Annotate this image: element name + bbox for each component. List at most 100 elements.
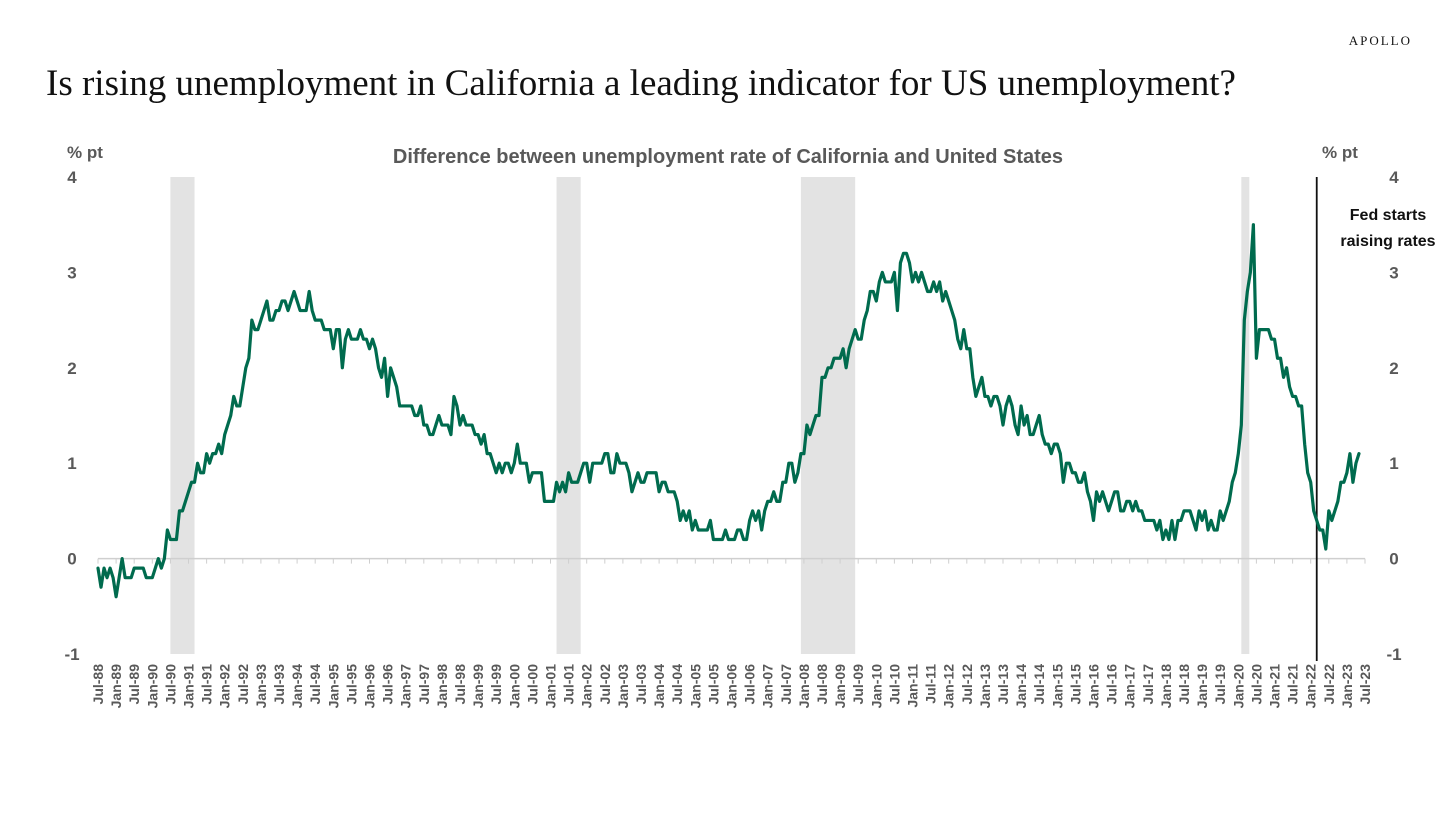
- y-tick-label-right: 0: [1389, 550, 1398, 569]
- x-tick-label: Jan-00: [506, 664, 522, 709]
- axis-layer: [97, 557, 1366, 564]
- x-tick-label: Jan-97: [398, 664, 414, 709]
- x-tick-label: Jul-23: [1357, 664, 1373, 705]
- x-tick-label: Jan-18: [1158, 664, 1174, 709]
- x-tick-label: Jan-90: [144, 664, 160, 709]
- y-tick-label-left: 3: [67, 263, 76, 282]
- x-tick-label: Jan-09: [832, 664, 848, 709]
- recession-band-1: [556, 177, 581, 654]
- x-tick-label: Jul-09: [850, 664, 866, 705]
- x-tick-label: Jul-94: [307, 664, 323, 705]
- x-tick-label: Jan-01: [543, 664, 559, 709]
- series-line-0: [96, 223, 1361, 599]
- x-tick-label: Jan-17: [1122, 664, 1138, 709]
- x-tick-label: Jan-06: [724, 664, 740, 709]
- y-tick-label-left: 1: [67, 454, 76, 473]
- x-tick-label: Jan-05: [687, 664, 703, 709]
- x-tick-label: Jul-17: [1140, 664, 1156, 705]
- x-tick-label: Jul-13: [995, 664, 1011, 705]
- recession-shading-layer: [170, 177, 1250, 654]
- x-tick-label: Jan-15: [1049, 664, 1065, 709]
- y-tick-labels: 4 4 3 3 2 2 1 1 0 0 -1 -1: [64, 168, 1401, 664]
- x-tick-label: Jul-90: [162, 664, 178, 705]
- x-tick-labels: Jul-88 Jan-89 Jul-89 Jan-90 Jul-90 Jan-91 Jul-…: [90, 664, 1373, 709]
- x-tick-label: Jan-95: [325, 664, 341, 709]
- x-tick-label: Jan-98: [434, 664, 450, 709]
- x-tick-label: Jul-16: [1104, 664, 1120, 705]
- x-tick-label: Jan-04: [651, 664, 667, 709]
- x-tick-label: Jul-99: [488, 664, 504, 705]
- y-tick-label-left: 0: [67, 550, 76, 569]
- x-tick-label: Jul-97: [416, 664, 432, 705]
- x-tick-label: Jul-91: [199, 664, 215, 705]
- x-tick-label: Jan-16: [1086, 664, 1102, 709]
- x-tick-label: Jul-03: [633, 664, 649, 705]
- x-tick-label: Jan-99: [470, 664, 486, 709]
- x-tick-label: Jan-91: [181, 664, 197, 709]
- x-tick-label: Jul-18: [1176, 664, 1192, 705]
- event-label-line-2: raising rates: [1340, 233, 1435, 250]
- x-tick-label: Jul-93: [271, 664, 287, 705]
- x-tick-label: Jul-89: [126, 664, 142, 705]
- recession-band-2: [800, 177, 856, 654]
- x-tick-label: Jul-11: [923, 664, 939, 704]
- y-axis-unit-left: % pt: [67, 143, 103, 162]
- x-tick-label: Jan-19: [1194, 664, 1210, 709]
- y-tick-label-right: 2: [1389, 359, 1398, 378]
- x-tick-label: Jul-21: [1285, 664, 1301, 705]
- x-tick-label: Jan-22: [1303, 664, 1319, 709]
- y-axis-unit-right: % pt: [1322, 143, 1358, 162]
- x-tick-label: Jul-06: [742, 664, 758, 705]
- x-tick-label: Jan-12: [941, 664, 957, 709]
- x-tick-label: Jul-22: [1321, 664, 1337, 705]
- recession-band-3: [1241, 177, 1250, 654]
- x-tick-label: Jul-05: [705, 664, 721, 705]
- chart-title: Difference between unemployment rate of …: [393, 146, 1063, 168]
- y-tick-label-left: 4: [67, 168, 77, 187]
- x-tick-label: Jan-11: [905, 664, 921, 708]
- x-tick-label: Jul-20: [1248, 664, 1264, 705]
- page-title: Is rising unemployment in California a l…: [46, 63, 1236, 104]
- y-tick-label-right: 1: [1389, 454, 1398, 473]
- x-tick-label: Jan-14: [1013, 664, 1029, 709]
- x-tick-label: Jul-95: [343, 664, 359, 705]
- x-tick-label: Jul-04: [669, 664, 685, 705]
- series-layer: [96, 223, 1361, 599]
- x-tick-label: Jan-92: [217, 664, 233, 709]
- x-tick-label: Jul-02: [597, 664, 613, 705]
- x-tick-label: Jan-08: [796, 664, 812, 709]
- x-tick-label: Jul-10: [886, 664, 902, 705]
- x-tick-label: Jul-96: [380, 664, 396, 705]
- x-tick-label: Jan-96: [362, 664, 378, 709]
- y-tick-label-right: 4: [1389, 168, 1399, 187]
- y-tick-label-left: -1: [64, 645, 79, 664]
- x-tick-label: Jan-13: [977, 664, 993, 709]
- x-tick-label: Jul-19: [1212, 664, 1228, 705]
- x-tick-label: Jul-88: [90, 664, 106, 705]
- x-tick-label: Jul-14: [1031, 664, 1047, 705]
- x-tick-label: Jul-08: [814, 664, 830, 705]
- x-tick-label: Jan-93: [253, 664, 269, 709]
- x-tick-label: Jul-07: [778, 664, 794, 705]
- x-tick-label: Jul-92: [235, 664, 251, 705]
- x-tick-label: Jul-00: [524, 664, 540, 705]
- x-tick-label: Jan-02: [579, 664, 595, 709]
- x-tick-label: Jan-21: [1267, 664, 1283, 709]
- x-tick-label: Jan-89: [108, 664, 124, 709]
- x-tick-label: Jan-07: [760, 664, 776, 709]
- x-tick-label: Jan-03: [615, 664, 631, 709]
- y-tick-label-right: -1: [1386, 645, 1401, 664]
- x-tick-label: Jul-12: [959, 664, 975, 705]
- x-tick-label: Jul-15: [1067, 664, 1083, 705]
- x-tick-label: Jan-20: [1230, 664, 1246, 709]
- x-tick-label: Jan-10: [868, 664, 884, 709]
- x-tick-label: Jul-01: [561, 664, 577, 705]
- x-tick-label: Jan-94: [289, 664, 305, 709]
- event-label-line-1: Fed starts: [1350, 207, 1427, 224]
- recession-band-0: [170, 177, 195, 654]
- y-tick-label-right: 3: [1389, 263, 1398, 282]
- y-tick-label-left: 2: [67, 359, 76, 378]
- x-tick-label: Jul-98: [452, 664, 468, 705]
- brand-logo: APOLLO: [1348, 33, 1412, 48]
